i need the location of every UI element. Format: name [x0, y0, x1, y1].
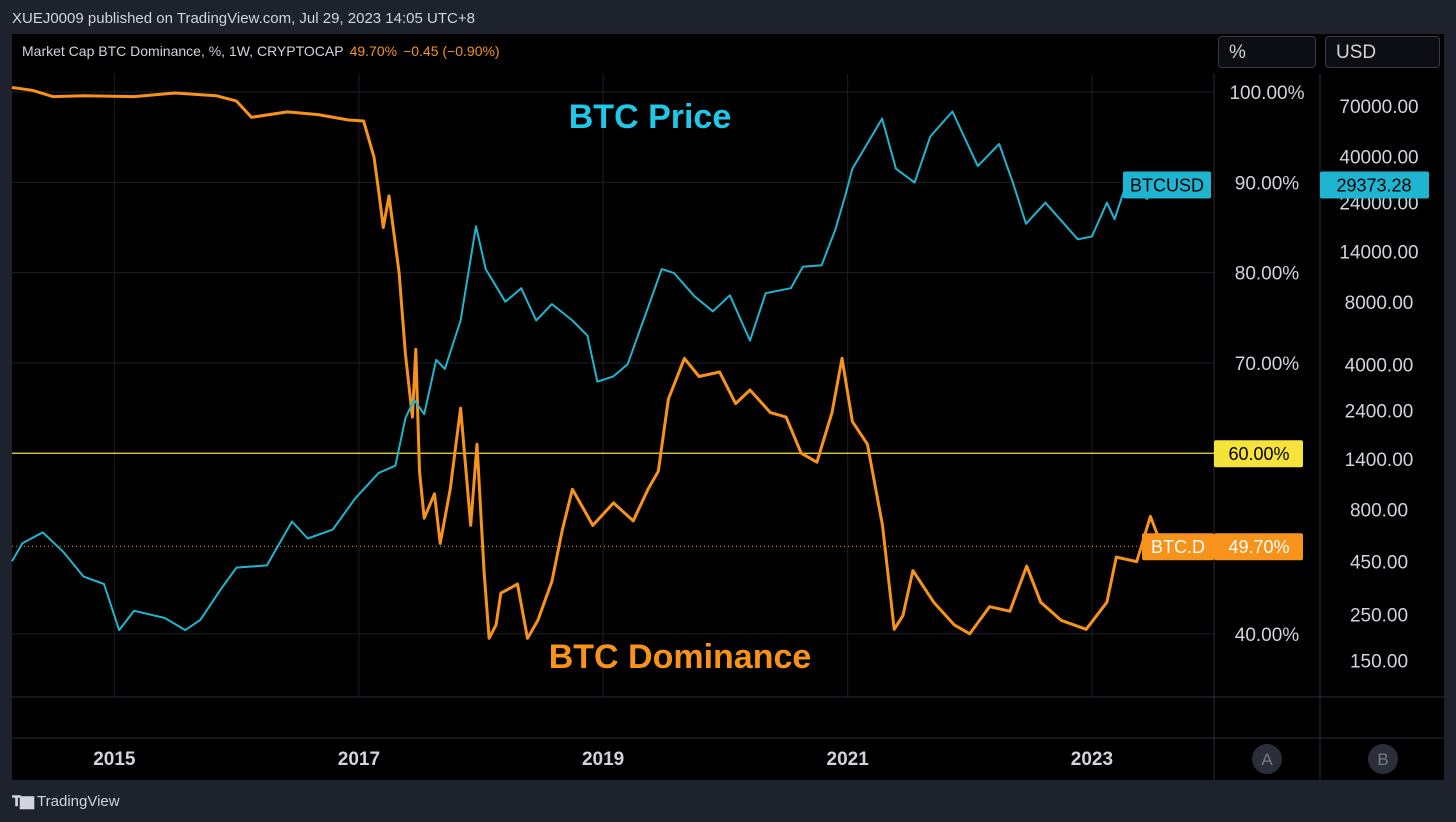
usd-scale-button[interactable]: USD [1325, 36, 1440, 68]
y-left-tick-label: 80.00% [1235, 264, 1300, 285]
btcd-value-tag-label: 49.70% [1228, 537, 1289, 557]
level-line-tag-label: 60.00% [1228, 444, 1289, 464]
series-line-btcd [11, 86, 1164, 640]
percent-scale-button[interactable]: % [1218, 36, 1316, 68]
legend-value: 49.70% [349, 43, 398, 59]
top-bar [0, 0, 1456, 34]
footer-bar [0, 780, 1456, 822]
series-line-btcusd [11, 110, 1163, 632]
y-right-tick-label: 2400.00 [1345, 401, 1414, 422]
btcusd-series-tag-label: BTCUSD [1130, 175, 1204, 195]
x-tick-label: 2017 [338, 749, 380, 770]
pane-b-button[interactable]: B [1368, 744, 1398, 774]
chart-frame [12, 34, 1444, 780]
btcd-series-tag [1142, 533, 1214, 561]
y-right-tick-label: 450.00 [1350, 552, 1408, 573]
btcusd-value-tag-label: 29373.28 [1336, 175, 1411, 195]
y-left-tick-label: 100.00% [1229, 83, 1304, 104]
y-right-tick-label: 250.00 [1350, 605, 1408, 626]
tradingview-mark-icon: 𝐓▇ [12, 793, 34, 809]
btcd-value-tag [1214, 533, 1303, 561]
y-right-tick-label: 800.00 [1350, 500, 1408, 521]
y-left-tick-label: 70.00% [1235, 354, 1300, 375]
y-right-tick-label: 70000.00 [1339, 97, 1418, 118]
y-right-tick-label: 150.00 [1350, 651, 1408, 672]
btc-price-annotation: BTC Price [569, 98, 732, 136]
y-right-tick-label: 4000.00 [1345, 355, 1414, 376]
y-right-tick-label: 8000.00 [1345, 293, 1414, 314]
y-right-tick-label: 40000.00 [1339, 148, 1418, 169]
publish-info: XUEJ0009 published on TradingView.com, J… [12, 10, 475, 27]
y-right-tick-label: 24000.00 [1339, 194, 1418, 215]
x-tick-label: 2015 [93, 749, 136, 770]
x-tick-label: 2023 [1071, 749, 1113, 770]
legend-change: −0.45 (−0.90%) [403, 43, 500, 59]
level-line-tag [1214, 440, 1303, 468]
pane-b-letter: B [1377, 750, 1388, 769]
tradingview-brand: TradingView [37, 793, 120, 810]
x-tick-label: 2019 [582, 749, 624, 770]
y-right-tick-label: 14000.00 [1339, 242, 1418, 263]
chart-legend: Market Cap BTC Dominance, %, 1W, CRYPTOC… [22, 43, 500, 59]
tradingview-logo[interactable]: 𝐓▇ TradingView [12, 793, 120, 810]
x-tick-label: 2021 [827, 749, 870, 770]
y-right-tick-label: 1400.00 [1345, 450, 1414, 471]
btc-dominance-annotation: BTC Dominance [549, 638, 812, 676]
btcusd-value-tag [1320, 171, 1429, 199]
legend-symbol: Market Cap BTC Dominance, %, 1W, CRYPTOC… [22, 43, 344, 59]
btcd-series-tag-label: BTC.D [1151, 537, 1205, 557]
btcusd-series-tag [1123, 171, 1211, 199]
y-left-tick-label: 90.00% [1235, 173, 1300, 194]
y-left-tick-label: 40.00% [1235, 625, 1300, 646]
pane-a-letter: A [1261, 750, 1273, 769]
pane-a-button[interactable]: A [1252, 744, 1282, 774]
